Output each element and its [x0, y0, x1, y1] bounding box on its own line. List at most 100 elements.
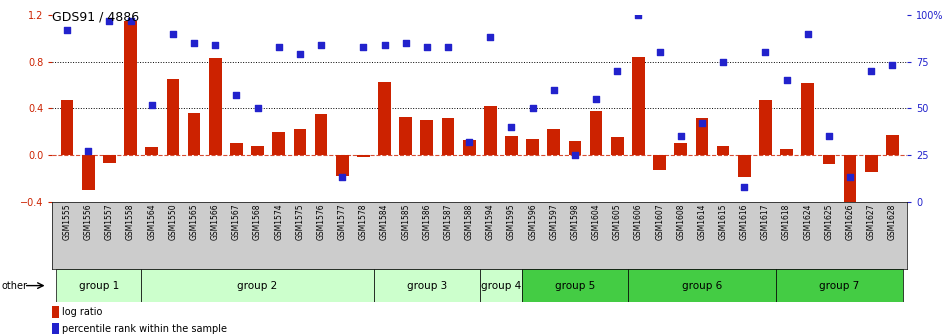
Point	[864, 68, 879, 74]
Bar	[480, 269, 522, 302]
Bar	[442, 118, 454, 155]
Text: group 5: group 5	[555, 281, 595, 291]
Text: GSM1576: GSM1576	[316, 204, 326, 240]
Bar	[230, 143, 242, 155]
Text: GSM1574: GSM1574	[275, 204, 283, 240]
Bar	[61, 100, 73, 155]
Text: group 2: group 2	[238, 281, 277, 291]
Text: GSM1615: GSM1615	[718, 204, 728, 240]
Bar	[188, 113, 200, 155]
Text: GSM1575: GSM1575	[295, 204, 304, 240]
Text: GSM1566: GSM1566	[211, 204, 219, 240]
Text: GSM1625: GSM1625	[825, 204, 833, 240]
Bar	[547, 129, 560, 155]
Text: GSM1614: GSM1614	[697, 204, 707, 240]
Bar	[823, 155, 835, 164]
Text: GSM1568: GSM1568	[253, 204, 262, 240]
Bar	[590, 111, 602, 155]
Bar	[632, 57, 645, 155]
Bar	[314, 114, 328, 155]
Text: GSM1628: GSM1628	[888, 204, 897, 240]
Point	[229, 93, 244, 98]
Text: GSM1577: GSM1577	[337, 204, 347, 240]
Text: GSM1604: GSM1604	[592, 204, 600, 240]
Bar	[142, 269, 374, 302]
Bar	[52, 306, 59, 318]
Bar	[695, 118, 709, 155]
Bar	[674, 143, 687, 155]
Bar	[569, 141, 581, 155]
Point	[652, 50, 667, 55]
Text: GSM1555: GSM1555	[63, 204, 71, 240]
Text: log ratio: log ratio	[62, 307, 103, 317]
Bar	[357, 155, 370, 157]
Bar	[654, 155, 666, 170]
Point	[567, 152, 582, 158]
Bar	[145, 147, 158, 155]
Bar	[124, 21, 137, 155]
Text: group 1: group 1	[79, 281, 119, 291]
Text: GDS91 / 4886: GDS91 / 4886	[52, 10, 140, 23]
Text: GSM1578: GSM1578	[359, 204, 368, 240]
Text: GSM1586: GSM1586	[423, 204, 431, 240]
Bar	[463, 140, 476, 155]
Text: GSM1618: GSM1618	[782, 204, 791, 240]
Bar	[522, 269, 628, 302]
Point	[674, 134, 689, 139]
Bar	[864, 155, 878, 172]
Point	[208, 42, 223, 48]
Point	[419, 44, 434, 49]
Bar	[103, 155, 116, 163]
Bar	[421, 120, 433, 155]
Point	[758, 50, 773, 55]
Point	[165, 31, 180, 37]
Bar	[505, 136, 518, 155]
Point	[589, 96, 604, 102]
Bar	[802, 83, 814, 155]
Point	[81, 149, 96, 154]
Text: GSM1567: GSM1567	[232, 204, 241, 240]
Point	[441, 44, 456, 49]
Bar	[611, 137, 623, 155]
Bar	[780, 149, 793, 155]
Point	[462, 139, 477, 144]
Text: GSM1550: GSM1550	[168, 204, 178, 240]
Bar	[759, 100, 771, 155]
Bar	[273, 132, 285, 155]
Text: group 4: group 4	[481, 281, 521, 291]
Text: GSM1598: GSM1598	[571, 204, 579, 240]
Text: GSM1564: GSM1564	[147, 204, 156, 240]
Point	[123, 18, 138, 24]
Point	[631, 12, 646, 18]
Point	[525, 106, 541, 111]
Text: GSM1597: GSM1597	[549, 204, 559, 240]
Point	[102, 18, 117, 24]
Text: GSM1608: GSM1608	[676, 204, 685, 240]
Bar	[886, 135, 899, 155]
Text: GSM1605: GSM1605	[613, 204, 622, 240]
Point	[377, 42, 392, 48]
Point	[186, 40, 201, 46]
Bar	[526, 139, 539, 155]
Point	[504, 124, 519, 130]
Bar	[628, 269, 776, 302]
Text: GSM1606: GSM1606	[634, 204, 643, 240]
Bar	[844, 155, 857, 213]
Text: group 6: group 6	[682, 281, 722, 291]
Text: GSM1595: GSM1595	[507, 204, 516, 240]
Text: GSM1588: GSM1588	[465, 204, 474, 240]
Bar	[251, 146, 264, 155]
Text: GSM1557: GSM1557	[104, 204, 114, 240]
Point	[822, 134, 837, 139]
Point	[610, 68, 625, 74]
Text: GSM1596: GSM1596	[528, 204, 537, 240]
Text: GSM1565: GSM1565	[190, 204, 199, 240]
Point	[779, 78, 794, 83]
Point	[884, 63, 900, 68]
Point	[843, 175, 858, 180]
Bar	[717, 146, 730, 155]
Bar	[374, 269, 480, 302]
Text: GSM1558: GSM1558	[126, 204, 135, 240]
Bar	[294, 129, 306, 155]
Bar	[378, 82, 390, 155]
